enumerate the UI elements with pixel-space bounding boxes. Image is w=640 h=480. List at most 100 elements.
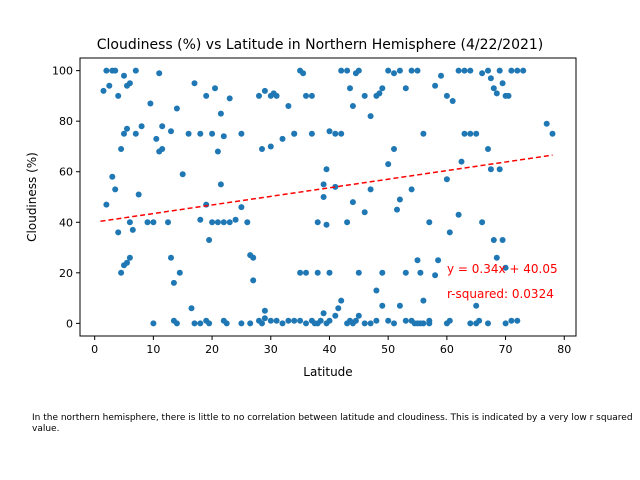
data-point bbox=[317, 317, 324, 324]
data-point bbox=[109, 173, 116, 180]
data-point bbox=[467, 130, 474, 137]
y-tick-label: 0 bbox=[66, 317, 73, 330]
data-point bbox=[244, 219, 251, 226]
data-point bbox=[238, 130, 245, 137]
regression-equation: y = 0.34x + 40.05 bbox=[447, 262, 558, 276]
data-point bbox=[543, 120, 550, 127]
x-tick-label: 40 bbox=[322, 343, 336, 356]
data-point bbox=[285, 317, 292, 324]
data-point bbox=[135, 191, 142, 198]
data-point bbox=[285, 103, 292, 109]
data-point bbox=[323, 166, 330, 173]
data-point bbox=[314, 269, 321, 276]
data-point bbox=[106, 82, 113, 89]
data-point bbox=[126, 80, 133, 87]
data-points bbox=[100, 67, 556, 327]
data-point bbox=[411, 320, 418, 327]
data-point bbox=[479, 70, 486, 77]
data-point bbox=[379, 302, 386, 309]
data-point bbox=[402, 269, 409, 276]
data-point bbox=[461, 67, 468, 74]
r-squared-label: r-squared: 0.0324 bbox=[447, 287, 554, 301]
data-point bbox=[261, 315, 268, 322]
data-point bbox=[435, 257, 442, 264]
data-point bbox=[279, 135, 286, 142]
x-tick-label: 30 bbox=[264, 343, 278, 356]
data-point bbox=[226, 95, 233, 102]
data-point bbox=[394, 206, 400, 213]
data-point bbox=[426, 219, 433, 226]
data-point bbox=[376, 90, 383, 97]
data-point bbox=[352, 317, 359, 324]
data-point bbox=[502, 320, 509, 327]
data-point bbox=[223, 320, 230, 327]
data-point bbox=[505, 92, 512, 99]
data-point bbox=[496, 166, 503, 173]
data-point bbox=[420, 130, 427, 137]
data-point bbox=[490, 85, 497, 92]
data-point bbox=[112, 186, 119, 193]
data-point bbox=[349, 103, 356, 109]
data-point bbox=[291, 317, 298, 324]
data-point bbox=[367, 320, 374, 327]
data-point bbox=[344, 219, 351, 226]
data-point bbox=[320, 310, 327, 317]
data-point bbox=[493, 254, 500, 261]
data-point bbox=[344, 67, 351, 74]
data-point bbox=[138, 123, 145, 130]
data-point bbox=[261, 87, 268, 94]
data-point bbox=[291, 130, 298, 137]
data-point bbox=[173, 105, 180, 112]
data-point bbox=[417, 269, 424, 276]
data-point bbox=[373, 287, 380, 294]
data-point bbox=[508, 317, 515, 324]
data-point bbox=[417, 320, 424, 327]
x-tick-label: 80 bbox=[557, 343, 571, 356]
data-point bbox=[247, 320, 254, 327]
data-point bbox=[326, 317, 333, 324]
data-point bbox=[279, 320, 286, 327]
data-point bbox=[176, 269, 183, 276]
data-point bbox=[206, 320, 213, 327]
x-axis-label: Latitude bbox=[303, 365, 352, 379]
data-point bbox=[485, 67, 491, 74]
data-point bbox=[115, 92, 122, 99]
data-point bbox=[118, 269, 125, 276]
data-point bbox=[261, 307, 268, 314]
data-point bbox=[408, 67, 415, 74]
data-point bbox=[238, 320, 245, 327]
data-point bbox=[396, 196, 403, 203]
data-point bbox=[303, 320, 309, 327]
data-point bbox=[479, 219, 486, 226]
data-point bbox=[150, 219, 157, 226]
chart-title: Cloudiness (%) vs Latitude in Northern H… bbox=[97, 37, 544, 53]
data-point bbox=[347, 317, 353, 324]
data-point bbox=[446, 317, 453, 324]
data-point bbox=[115, 229, 122, 236]
data-point bbox=[159, 123, 166, 130]
data-point bbox=[311, 320, 318, 327]
data-point bbox=[129, 226, 136, 233]
data-point bbox=[297, 269, 304, 276]
regression-line-group bbox=[100, 154, 553, 223]
data-point bbox=[332, 183, 339, 190]
data-point bbox=[379, 269, 386, 276]
data-point bbox=[209, 219, 216, 226]
data-point bbox=[197, 130, 204, 137]
data-point bbox=[153, 135, 160, 142]
data-point bbox=[126, 219, 133, 226]
data-point bbox=[112, 67, 119, 74]
data-point bbox=[449, 98, 456, 104]
data-point bbox=[502, 264, 509, 271]
chart-caption: In the northern hemisphere, there is lit… bbox=[32, 413, 633, 434]
data-point bbox=[420, 297, 427, 304]
data-point bbox=[124, 125, 130, 132]
data-point bbox=[396, 302, 403, 309]
data-point bbox=[347, 85, 353, 92]
data-point bbox=[308, 92, 315, 99]
data-point bbox=[373, 317, 380, 324]
y-tick-label: 20 bbox=[59, 267, 73, 280]
data-point bbox=[326, 128, 333, 135]
data-point bbox=[214, 148, 221, 155]
data-point bbox=[355, 269, 362, 276]
